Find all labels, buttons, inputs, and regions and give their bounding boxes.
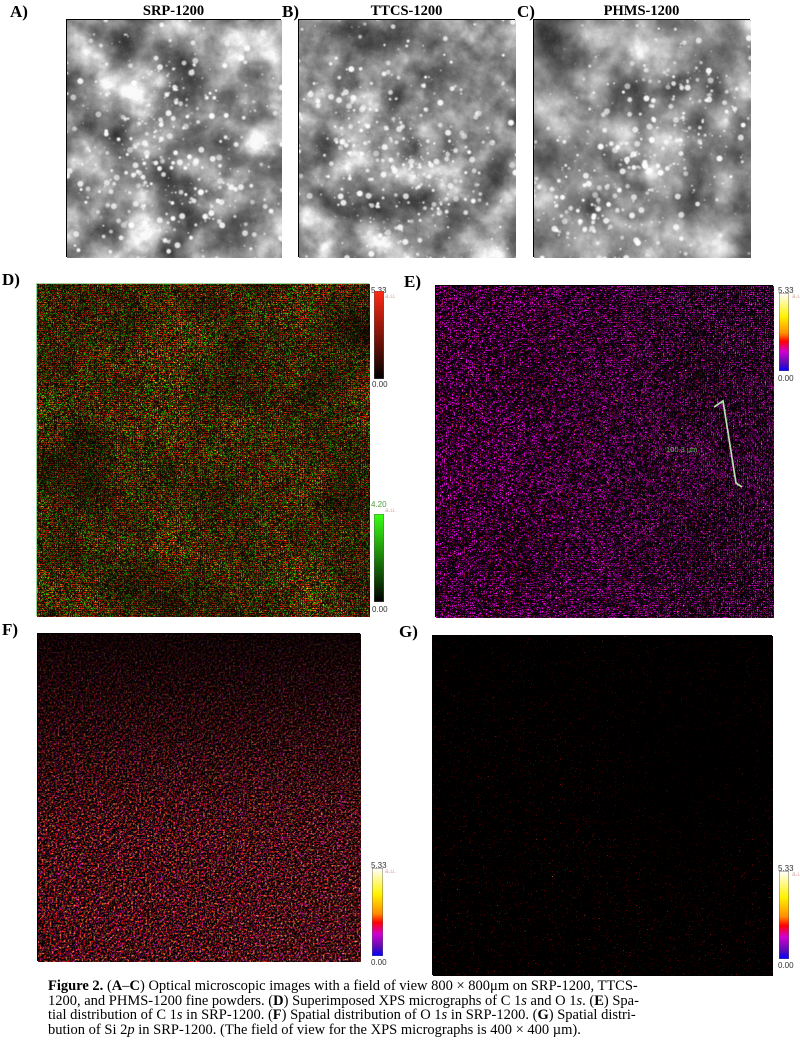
svg-text:100.3 µm: 100.3 µm (666, 445, 697, 454)
